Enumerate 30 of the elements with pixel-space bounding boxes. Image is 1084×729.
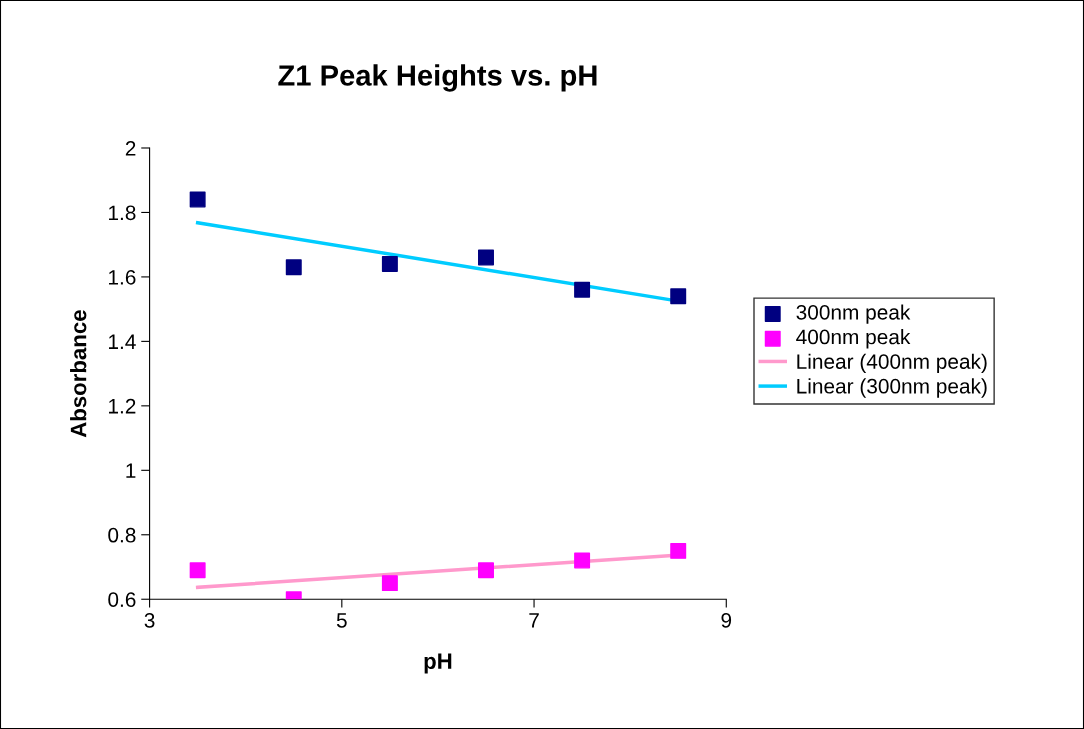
point — [285, 259, 302, 276]
legend-label: Linear (300nm peak) — [797, 378, 987, 398]
y-tick-label: 1.2 — [109, 398, 136, 414]
point — [381, 256, 398, 273]
point — [478, 249, 494, 266]
y-tick-label: 2 — [125, 140, 136, 156]
y-tick-label: 0.8 — [108, 527, 136, 543]
y-tick-label: 1.4 — [109, 334, 136, 349]
x-tick-label: 9 — [721, 612, 732, 628]
x-tick-label: 7 — [529, 613, 539, 628]
x-axis-title: pH — [424, 653, 452, 674]
point — [670, 542, 687, 559]
chart-title: Z1 Peak Heights vs. pH — [278, 64, 597, 92]
point — [574, 281, 591, 298]
point — [478, 562, 494, 579]
y-tick-label: 1.6 — [109, 269, 136, 285]
y-axis-title: Absorbance — [70, 310, 87, 438]
y-tick-label: 0.6 — [108, 592, 136, 607]
point — [574, 552, 591, 569]
y-tick-label: 1.8 — [109, 205, 136, 221]
legend-label: 300nm peak — [796, 304, 911, 324]
y-tick-label: 1 — [126, 463, 136, 478]
x-tick-label: 5 — [336, 613, 347, 628]
point — [189, 562, 206, 579]
legend-label: 400nm peak — [796, 329, 911, 349]
point — [189, 191, 206, 208]
point — [670, 288, 687, 305]
point — [381, 575, 398, 592]
x-tick-label: 3 — [144, 612, 155, 628]
legend-label: Linear (400nm peak) — [797, 353, 987, 374]
